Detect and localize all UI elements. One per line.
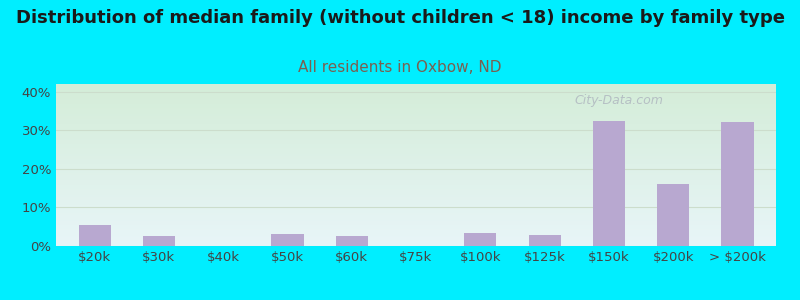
Bar (336, 236, 368, 246)
Bar (529, 235, 561, 246)
Bar (593, 121, 625, 246)
Bar (722, 122, 754, 246)
Text: All residents in Oxbow, ND: All residents in Oxbow, ND (298, 60, 502, 75)
Bar (464, 232, 496, 246)
Text: Distribution of median family (without children < 18) income by family type: Distribution of median family (without c… (15, 9, 785, 27)
Bar (142, 236, 175, 246)
Bar (657, 184, 690, 246)
Bar (78, 225, 110, 246)
Bar (271, 234, 303, 246)
Text: City-Data.com: City-Data.com (574, 94, 663, 107)
